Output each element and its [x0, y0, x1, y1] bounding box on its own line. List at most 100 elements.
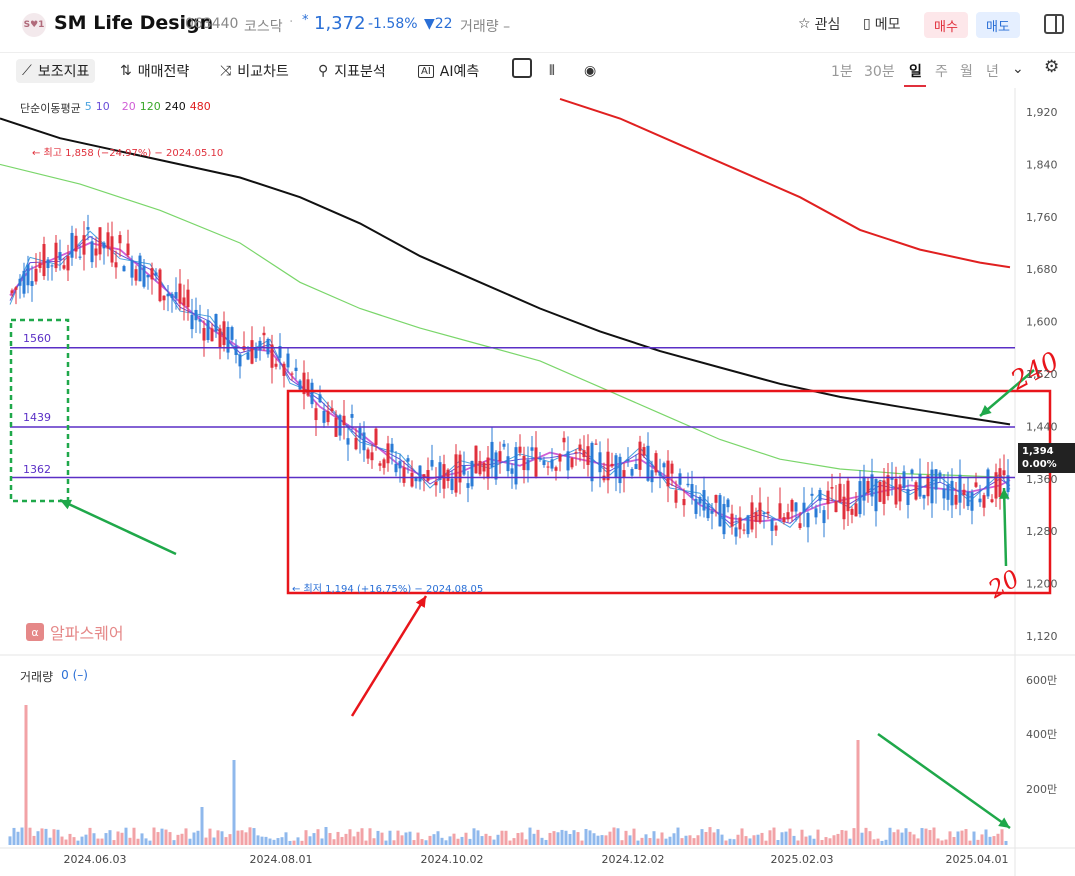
drawing-box-icon[interactable]: [512, 58, 532, 78]
period-day[interactable]: 일: [909, 64, 922, 80]
price-chart[interactable]: 1560 1439 1362 ← 최고 1,858 (−24.97%) − 2024.…: [0, 88, 1075, 876]
candle-body: [714, 495, 718, 503]
period-year[interactable]: 년: [986, 64, 999, 80]
candle-body: [898, 484, 902, 502]
candle-body: [346, 438, 350, 445]
stock-code: 063440: [185, 16, 239, 32]
volume-bar: [156, 832, 160, 845]
volume-bar: [656, 838, 660, 845]
volume-bar: [68, 833, 72, 845]
candle-body: [470, 460, 474, 487]
period-30min[interactable]: 30분: [864, 64, 895, 80]
highlight-dashed-box: [9, 318, 70, 503]
candle-body: [830, 487, 834, 489]
ma120-label: 120: [139, 100, 161, 113]
volume-tick-label: 400만: [1026, 728, 1057, 741]
x-tick-label: 2025.02.03: [771, 853, 834, 866]
period-1min[interactable]: 1분: [831, 64, 853, 80]
indicators-button[interactable]: ⟋ 보조지표: [16, 59, 96, 83]
volume-bar: [568, 834, 572, 845]
candle-body: [534, 447, 538, 477]
candle-body: [894, 478, 898, 505]
x-tick-label: 2024.08.01: [250, 853, 313, 866]
candle-type-button[interactable]: ⫴: [549, 59, 555, 83]
market-label: 코스닥: [244, 19, 283, 35]
ma240-line: [0, 117, 1011, 426]
volume-bar: [536, 829, 540, 845]
period-month[interactable]: 월: [960, 64, 973, 80]
candle-body: [22, 270, 26, 294]
volume-bar: [420, 839, 424, 845]
volume-bar: [512, 838, 516, 845]
candle-body: [806, 512, 810, 528]
candle-body: [850, 508, 854, 515]
candle-body: [858, 481, 862, 515]
volume-bar: [932, 827, 936, 845]
volume-bar: [748, 838, 752, 845]
candle-body: [250, 340, 254, 364]
volume-bar: [856, 740, 860, 845]
candle-body: [938, 472, 942, 479]
candle-body: [946, 484, 950, 500]
candle-body: [926, 475, 930, 497]
analysis-button[interactable]: ⚲ 지표분석: [318, 59, 386, 83]
strategy-label: 매매전략: [137, 64, 190, 80]
volume-bar: [380, 832, 384, 845]
candle-body: [998, 468, 1002, 498]
price-tag-value: 1,394: [1022, 446, 1054, 457]
candle-body: [742, 529, 746, 531]
candle-body: [258, 340, 262, 351]
volume-bar: [812, 838, 816, 845]
volume-bar: [764, 840, 768, 845]
candle-body: [682, 499, 686, 506]
candle-body: [390, 443, 394, 453]
candle-body: [394, 463, 398, 473]
candle-body: [142, 265, 146, 287]
panel-toggle-icon[interactable]: [1044, 14, 1064, 34]
candle-body: [410, 472, 414, 487]
volume-bar: [264, 836, 268, 845]
memo-button[interactable]: ▯ 메모: [863, 14, 900, 34]
sell-button[interactable]: 매도: [976, 12, 1020, 38]
volume-bar: [180, 833, 184, 845]
volume-bar: [140, 833, 144, 845]
candle-body: [782, 517, 786, 523]
y-tick-label: 1,680: [1026, 263, 1058, 276]
candle-body: [658, 471, 662, 476]
chevron-down-icon[interactable]: ⌄: [1012, 61, 1024, 77]
star-icon: ☆: [798, 16, 811, 32]
candle-body: [802, 502, 806, 513]
candle-body: [46, 259, 50, 269]
screenshot-button[interactable]: ◉: [584, 59, 596, 83]
candle-body: [194, 309, 198, 321]
volume-bar: [480, 836, 484, 845]
volume-bar: [120, 832, 124, 845]
volume-bar: [376, 830, 380, 845]
candle-body: [790, 499, 794, 512]
compare-button[interactable]: ⤨ 비교차트: [220, 59, 289, 83]
volume-bar: [172, 840, 176, 845]
candle-body: [522, 455, 526, 471]
ai-predict-button[interactable]: AI AI예측: [418, 59, 479, 83]
candle-body: [214, 314, 218, 332]
favorite-button[interactable]: ☆ 관심: [798, 14, 840, 34]
period-week[interactable]: 주: [935, 64, 948, 80]
candle-body: [1006, 475, 1010, 493]
y-tick-label: 1,760: [1026, 211, 1058, 224]
gear-icon[interactable]: ⚙: [1044, 57, 1060, 77]
candle-body: [942, 488, 946, 499]
volume-bar: [132, 827, 136, 845]
strategy-button[interactable]: ⇅ 매매전략: [120, 59, 189, 83]
volume-bar: [712, 832, 716, 845]
candle-body: [162, 295, 166, 301]
volume-bar: [432, 834, 436, 845]
volume-bar: [644, 834, 648, 845]
candle-body: [822, 510, 826, 524]
volume-bar: [824, 837, 828, 845]
candle-body: [666, 460, 670, 487]
candle-body: [530, 447, 534, 451]
ai-chip-icon: AI: [418, 64, 434, 78]
buy-button[interactable]: 매수: [924, 12, 968, 38]
candle-body: [510, 468, 514, 474]
volume-bar: [204, 837, 208, 845]
